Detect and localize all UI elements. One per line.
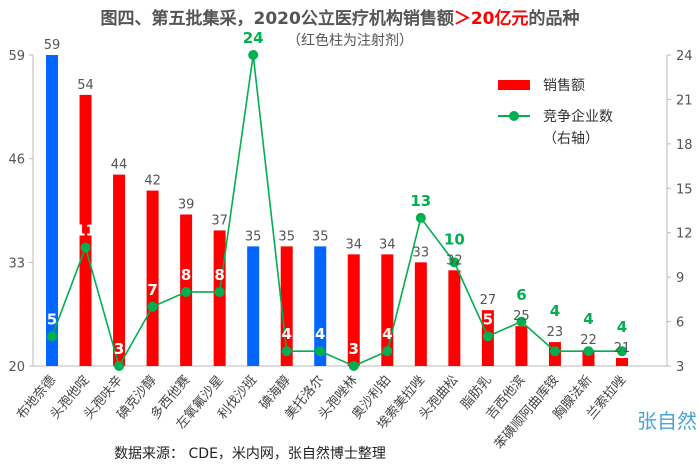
competitor-point bbox=[382, 346, 393, 357]
legend-line-label-2: （右轴） bbox=[543, 131, 599, 147]
competitor-value-label: 4 bbox=[382, 325, 392, 343]
right-tick-label: 3 bbox=[676, 360, 684, 375]
competitor-point bbox=[482, 331, 493, 342]
bar-value-label: 37 bbox=[211, 213, 228, 228]
bar-value-label: 59 bbox=[44, 38, 61, 53]
competitor-point bbox=[516, 316, 527, 327]
competitor-value-label: 3 bbox=[114, 340, 124, 358]
bar bbox=[79, 94, 92, 366]
bar-value-label: 23 bbox=[547, 325, 564, 340]
bar bbox=[213, 230, 226, 366]
bar bbox=[515, 326, 528, 366]
bar-value-label: 42 bbox=[144, 174, 161, 189]
competitor-value-label: 6 bbox=[516, 286, 526, 304]
right-tick-label: 24 bbox=[676, 49, 693, 64]
competitor-point bbox=[248, 50, 259, 60]
competitor-point bbox=[583, 346, 594, 357]
legend-bar-label: 销售额 bbox=[543, 78, 585, 94]
bar-value-label: 39 bbox=[178, 197, 195, 212]
competitor-point bbox=[281, 346, 292, 357]
right-tick-label: 6 bbox=[676, 316, 684, 331]
competitor-point bbox=[415, 212, 426, 223]
competitor-value-label: 3 bbox=[349, 340, 359, 358]
competitor-value-label: 8 bbox=[181, 266, 191, 284]
bar-value-label: 25 bbox=[513, 309, 530, 324]
bar bbox=[113, 174, 126, 366]
right-tick-label: 9 bbox=[676, 271, 684, 286]
legend-bar-swatch bbox=[498, 80, 530, 90]
bar bbox=[448, 270, 461, 366]
bar-value-label: 35 bbox=[245, 229, 262, 244]
bar bbox=[146, 190, 159, 366]
chart-title: 图四、第五批集采，2020公立医疗机构销售额＞20亿元的品种 bbox=[101, 8, 580, 29]
bar bbox=[616, 358, 628, 366]
left-tick-label: 59 bbox=[8, 49, 25, 64]
competitor-line bbox=[51, 54, 622, 369]
bar-value-label: 33 bbox=[413, 245, 430, 260]
bar bbox=[280, 246, 293, 366]
right-tick-label: 18 bbox=[676, 138, 693, 153]
bar bbox=[414, 262, 427, 366]
competitor-value-label: 13 bbox=[410, 192, 431, 210]
competitor-point bbox=[315, 346, 326, 357]
legend-line-label: 竞争企业数 bbox=[543, 108, 613, 125]
source-note: 数据来源： CDE，米内网，张自然博士整理 bbox=[114, 445, 386, 462]
competitor-value-label: 4 bbox=[617, 318, 627, 336]
competitor-value-label: 11 bbox=[75, 222, 96, 240]
left-tick-label: 33 bbox=[8, 256, 25, 271]
bar-value-label: 34 bbox=[379, 237, 396, 252]
bar-value-label: 21 bbox=[614, 341, 631, 356]
watermark: 张自然 bbox=[637, 409, 697, 433]
competitor-value-label: 10 bbox=[444, 230, 465, 248]
competitor-point bbox=[80, 242, 91, 253]
bar-value-label: 27 bbox=[480, 293, 497, 308]
competitor-point bbox=[214, 286, 225, 297]
left-tick-label: 46 bbox=[8, 153, 25, 168]
competitor-value-label: 5 bbox=[483, 310, 493, 328]
competitor-point bbox=[549, 346, 560, 357]
bar-value-label: 35 bbox=[312, 229, 329, 244]
competitor-point bbox=[449, 257, 460, 268]
bar-value-label: 34 bbox=[345, 237, 362, 252]
competitor-point bbox=[47, 331, 57, 342]
competitor-point bbox=[348, 361, 359, 371]
right-tick-label: 15 bbox=[676, 182, 693, 197]
competitor-point bbox=[114, 361, 125, 371]
bar bbox=[46, 55, 58, 366]
right-tick-label: 12 bbox=[676, 227, 693, 242]
bar-value-label: 44 bbox=[111, 158, 128, 173]
right-tick-label: 21 bbox=[676, 93, 693, 108]
competitor-value-label: 5 bbox=[47, 310, 57, 328]
competitor-point bbox=[147, 301, 158, 312]
left-tick-label: 20 bbox=[8, 360, 25, 375]
bar-value-label: 32 bbox=[446, 253, 463, 268]
bar-value-label: 22 bbox=[580, 333, 597, 348]
bar-value-label: 54 bbox=[77, 78, 94, 93]
competitor-value-label: 24 bbox=[243, 29, 264, 47]
competitor-value-label: 8 bbox=[214, 266, 224, 284]
competitor-value-label: 4 bbox=[281, 325, 291, 343]
legend-line-marker bbox=[509, 111, 519, 121]
legend: 销售额 竞争企业数 （右轴） bbox=[498, 78, 613, 147]
bar bbox=[247, 246, 260, 366]
bar bbox=[347, 254, 360, 366]
competitor-value-label: 4 bbox=[315, 325, 325, 343]
bar-value-label: 35 bbox=[278, 229, 295, 244]
competitor-point bbox=[617, 346, 627, 357]
competitor-value-label: 4 bbox=[583, 310, 593, 328]
bar bbox=[314, 246, 327, 366]
competitor-value-label: 7 bbox=[147, 281, 157, 299]
competitor-point bbox=[181, 286, 192, 297]
chart-subtitle: （红色柱为注射剂） bbox=[287, 32, 413, 49]
competitor-value-label: 4 bbox=[550, 302, 560, 320]
